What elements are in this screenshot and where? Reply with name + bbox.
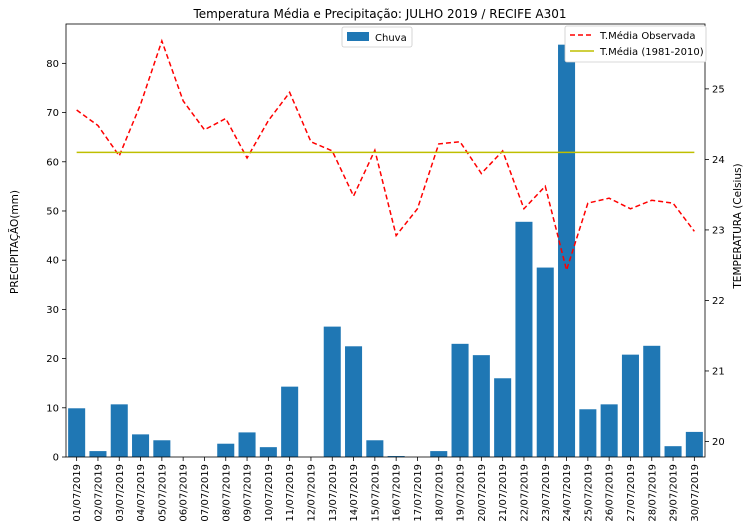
- x-tick-label-20: 20/07/2019: [477, 464, 488, 522]
- left-tick-label-30: 30: [46, 305, 59, 316]
- x-tick-label-29: 29/07/2019: [669, 464, 680, 522]
- x-tick-label-8: 08/07/2019: [221, 464, 232, 522]
- x-tick-label-13: 13/07/2019: [328, 464, 339, 522]
- x-tick-label-1: 01/07/2019: [72, 464, 83, 522]
- x-tick-label-15: 15/07/2019: [370, 464, 381, 522]
- legend-bar-label: Chuva: [375, 33, 407, 44]
- x-tick-label-5: 05/07/2019: [157, 464, 168, 522]
- x-tick-label-28: 28/07/2019: [647, 464, 658, 522]
- x-tick-label-2: 02/07/2019: [93, 464, 104, 522]
- bar-2: [89, 451, 107, 457]
- x-tick-label-4: 04/07/2019: [136, 464, 147, 522]
- x-tick-label-24: 24/07/2019: [562, 464, 573, 522]
- bar-15: [366, 440, 384, 457]
- right-tick-label-21: 21: [712, 366, 725, 377]
- right-tick-label-23: 23: [712, 225, 725, 236]
- bar-20: [472, 355, 490, 457]
- x-tick-label-6: 06/07/2019: [179, 464, 190, 522]
- bar-5: [153, 440, 171, 457]
- legend-bar-swatch: [347, 32, 369, 41]
- x-tick-label-9: 09/07/2019: [243, 464, 254, 522]
- x-tick-label-12: 12/07/2019: [306, 464, 317, 522]
- bar-28: [643, 345, 661, 457]
- x-tick-label-16: 16/07/2019: [392, 464, 403, 522]
- x-tick-label-17: 17/07/2019: [413, 464, 424, 522]
- x-tick-label-18: 18/07/2019: [434, 464, 445, 522]
- x-tick-label-10: 10/07/2019: [264, 464, 275, 522]
- line-series: [76, 38, 695, 273]
- bar-21: [494, 378, 512, 457]
- bar-30: [685, 431, 703, 457]
- right-axis-label: TEMPERATURA (Celsius): [732, 163, 744, 289]
- x-tick-label-22: 22/07/2019: [519, 464, 530, 522]
- x-tick-label-25: 25/07/2019: [583, 464, 594, 522]
- bar-11: [281, 386, 299, 457]
- right-tick-label-24: 24: [712, 155, 725, 166]
- bar-23: [536, 267, 554, 457]
- bar-16: [387, 456, 405, 457]
- chart-title: Temperatura Média e Precipitação: JULHO …: [192, 7, 566, 21]
- x-tick-label-21: 21/07/2019: [498, 464, 509, 522]
- x-tick-label-23: 23/07/2019: [541, 464, 552, 522]
- legend-line-normal-label: T.Média (1981-2010): [599, 46, 704, 58]
- left-tick-label-0: 0: [53, 453, 59, 464]
- legend-line-observed-label: T.Média Observada: [599, 30, 696, 42]
- legend-bars: Chuva: [341, 26, 413, 48]
- right-tick-label-22: 22: [712, 296, 725, 307]
- legend-lines-box: [564, 25, 707, 63]
- left-tick-label-70: 70: [46, 108, 59, 119]
- legend-lines: T.Média Observada T.Média (1981-2010): [564, 25, 707, 63]
- bar-27: [621, 354, 639, 457]
- bar-13: [323, 326, 341, 457]
- bar-24: [558, 44, 576, 458]
- right-tick-label-25: 25: [712, 84, 725, 95]
- left-tick-label-60: 60: [46, 157, 59, 168]
- left-axis-label: PRECIPITAÇÃO(mm): [8, 190, 21, 294]
- left-tick-label-80: 80: [46, 59, 59, 70]
- left-tick-label-50: 50: [46, 206, 59, 217]
- bar-9: [238, 432, 256, 457]
- right-axis: 20 21 22 23 24 25: [705, 84, 725, 448]
- bar-10: [259, 447, 277, 457]
- bar-22: [515, 221, 533, 457]
- right-tick-label-20: 20: [712, 437, 725, 448]
- bar-25: [579, 409, 597, 457]
- left-tick-label-20: 20: [46, 354, 59, 365]
- x-tick-label-3: 03/07/2019: [115, 464, 126, 522]
- x-tick-label-14: 14/07/2019: [349, 464, 360, 522]
- x-tick-label-27: 27/07/2019: [626, 464, 637, 522]
- bar-series-chuva: [68, 44, 703, 458]
- x-tick-label-30: 30/07/2019: [690, 464, 701, 522]
- x-tick-label-19: 19/07/2019: [456, 464, 467, 522]
- left-axis: 0 10 20 30 40 50 60 70 80: [46, 59, 66, 464]
- left-tick-label-40: 40: [46, 256, 59, 267]
- bar-1: [68, 408, 86, 457]
- x-axis: 01/07/2019 02/07/2019 03/07/2019 04/07/2019…: [72, 457, 701, 522]
- bar-14: [345, 346, 363, 457]
- left-tick-label-10: 10: [46, 403, 59, 414]
- bar-8: [217, 443, 235, 457]
- plot-frame: [65, 23, 706, 458]
- bar-26: [600, 404, 618, 457]
- line-observed-temperature: [76, 38, 695, 273]
- bar-3: [110, 404, 128, 457]
- bar-4: [132, 434, 150, 457]
- x-tick-label-7: 07/07/2019: [200, 464, 211, 522]
- bar-29: [664, 446, 682, 457]
- bar-18: [430, 451, 448, 457]
- x-tick-label-26: 26/07/2019: [605, 464, 616, 522]
- x-tick-label-11: 11/07/2019: [285, 464, 296, 522]
- bar-19: [451, 343, 469, 457]
